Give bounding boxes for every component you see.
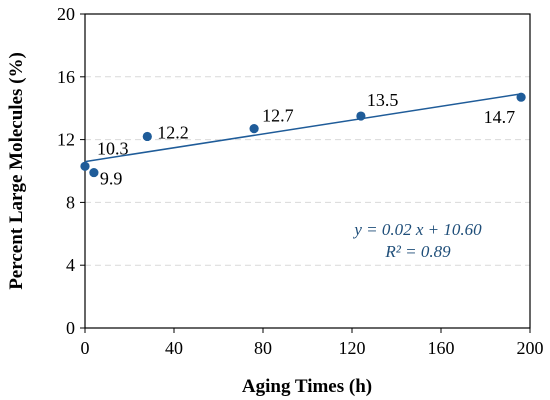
y-tick-label: 16 [57,67,75,87]
y-axis-ticks: 0 4 8 12 16 20 [57,4,85,338]
y-tick-label: 0 [66,318,75,338]
data-points [80,92,526,178]
x-tick-label: 120 [339,338,366,358]
data-label: 10.3 [97,138,129,158]
x-tick-label: 80 [254,338,272,358]
trendline-r-squared: R² = 0.89 [384,242,451,261]
data-point [516,92,526,102]
x-tick-label: 160 [428,338,455,358]
data-label: 9.9 [100,169,123,189]
data-label: 12.2 [157,122,189,142]
data-point [356,111,366,121]
data-point [249,124,259,134]
y-tick-label: 4 [66,255,75,275]
axes [84,13,531,329]
x-tick-label: 40 [165,338,183,358]
data-point [142,131,152,142]
x-tick-label: 200 [517,338,544,358]
y-tick-label: 8 [66,192,75,212]
trendline [84,93,522,163]
x-tick-label: 0 [81,338,90,358]
y-tick-label: 12 [57,130,75,150]
data-point [89,167,99,178]
trendline-group [84,93,522,163]
trendline-equation: y = 0.02 x + 10.60 [352,220,482,239]
data-label: 12.7 [262,106,294,126]
y-axis-title: Percent Large Molecules (%) [6,52,27,290]
data-label: 14.7 [484,107,516,127]
data-label: 13.5 [367,90,399,110]
y-tick-label: 20 [57,4,75,24]
x-axis-title: Aging Times (h) [242,376,372,397]
plot-frame [84,13,531,329]
data-labels: 10.3 9.9 12.2 12.7 13.5 14.7 [97,90,515,189]
data-point [80,161,90,171]
x-axis-ticks: 0 40 80 120 160 200 [81,328,544,358]
grid-lines [85,76,530,266]
